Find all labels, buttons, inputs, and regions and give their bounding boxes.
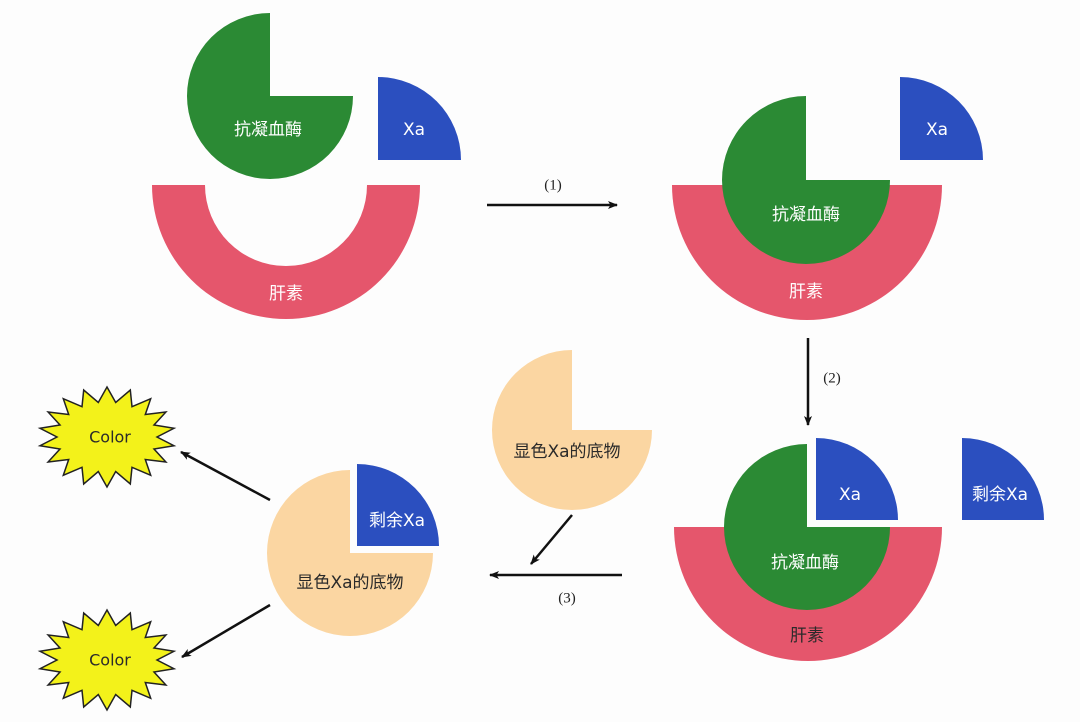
residual-xa-label: 剩余Xa: [369, 511, 425, 531]
xa-label: Xa: [926, 120, 948, 140]
residual-xa-shape: [962, 438, 1044, 520]
heparin-label: 肝素: [269, 284, 303, 304]
stage-3: Xa 抗凝血酶 肝素 剩余Xa: [674, 438, 1044, 661]
heparin-shape: [152, 185, 420, 319]
heparin-label: 肝素: [790, 626, 824, 646]
residual-xa-shape: [357, 464, 439, 546]
step-2-label: (2): [823, 370, 841, 386]
arrow-substrate: [530, 514, 573, 565]
substrate-label: 显色Xa的底物: [296, 573, 403, 593]
xa-label: Xa: [839, 485, 861, 505]
stage-1: 抗凝血酶 Xa 肝素: [152, 13, 461, 319]
xa-label: Xa: [403, 120, 425, 140]
step-3-label: (3): [558, 590, 576, 606]
substrate: 显色Xa的底物: [492, 350, 652, 510]
residual-xa-label: 剩余Xa: [972, 485, 1028, 505]
arrow-color-1: [180, 450, 271, 502]
arrow-color-2: [181, 603, 271, 659]
antithrombin-label: 抗凝血酶: [771, 553, 839, 573]
color-burst-2: Color: [37, 608, 177, 712]
xa-shape: [378, 77, 461, 160]
step-1-label: (1): [544, 177, 562, 193]
antithrombin-label: 抗凝血酶: [772, 205, 840, 225]
starburst-shape: [37, 385, 177, 489]
substrate-shape: [492, 350, 652, 510]
heparin-label: 肝素: [789, 282, 823, 302]
substrate-label: 显色Xa的底物: [513, 442, 620, 462]
antithrombin-shape: [722, 96, 890, 264]
xa-shape: [816, 438, 898, 520]
antithrombin-label: 抗凝血酶: [234, 120, 302, 140]
antithrombin-shape: [187, 13, 353, 179]
color-label: Color: [89, 651, 131, 670]
color-label: Color: [89, 428, 131, 447]
stage-2: 抗凝血酶 肝素 Xa: [672, 77, 983, 320]
color-burst-1: Color: [37, 385, 177, 489]
starburst-shape: [37, 608, 177, 712]
substrate-shape: [267, 470, 433, 636]
xa-shape: [900, 77, 983, 160]
stage-4: 剩余Xa 显色Xa的底物: [267, 464, 439, 636]
antithrombin-shape: [724, 444, 890, 610]
